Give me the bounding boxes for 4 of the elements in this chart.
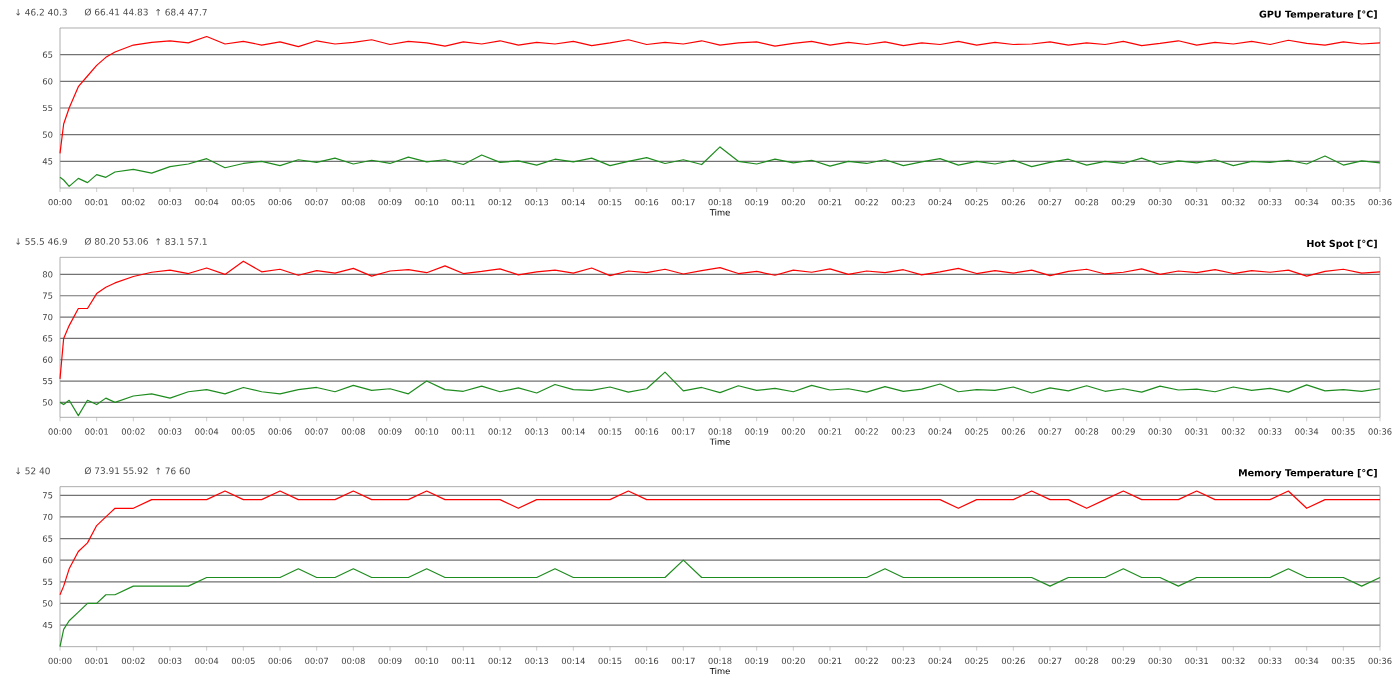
line-series xyxy=(59,371,1381,417)
line-series xyxy=(59,35,1381,154)
line-series xyxy=(59,260,1381,380)
line-series xyxy=(59,146,1381,187)
